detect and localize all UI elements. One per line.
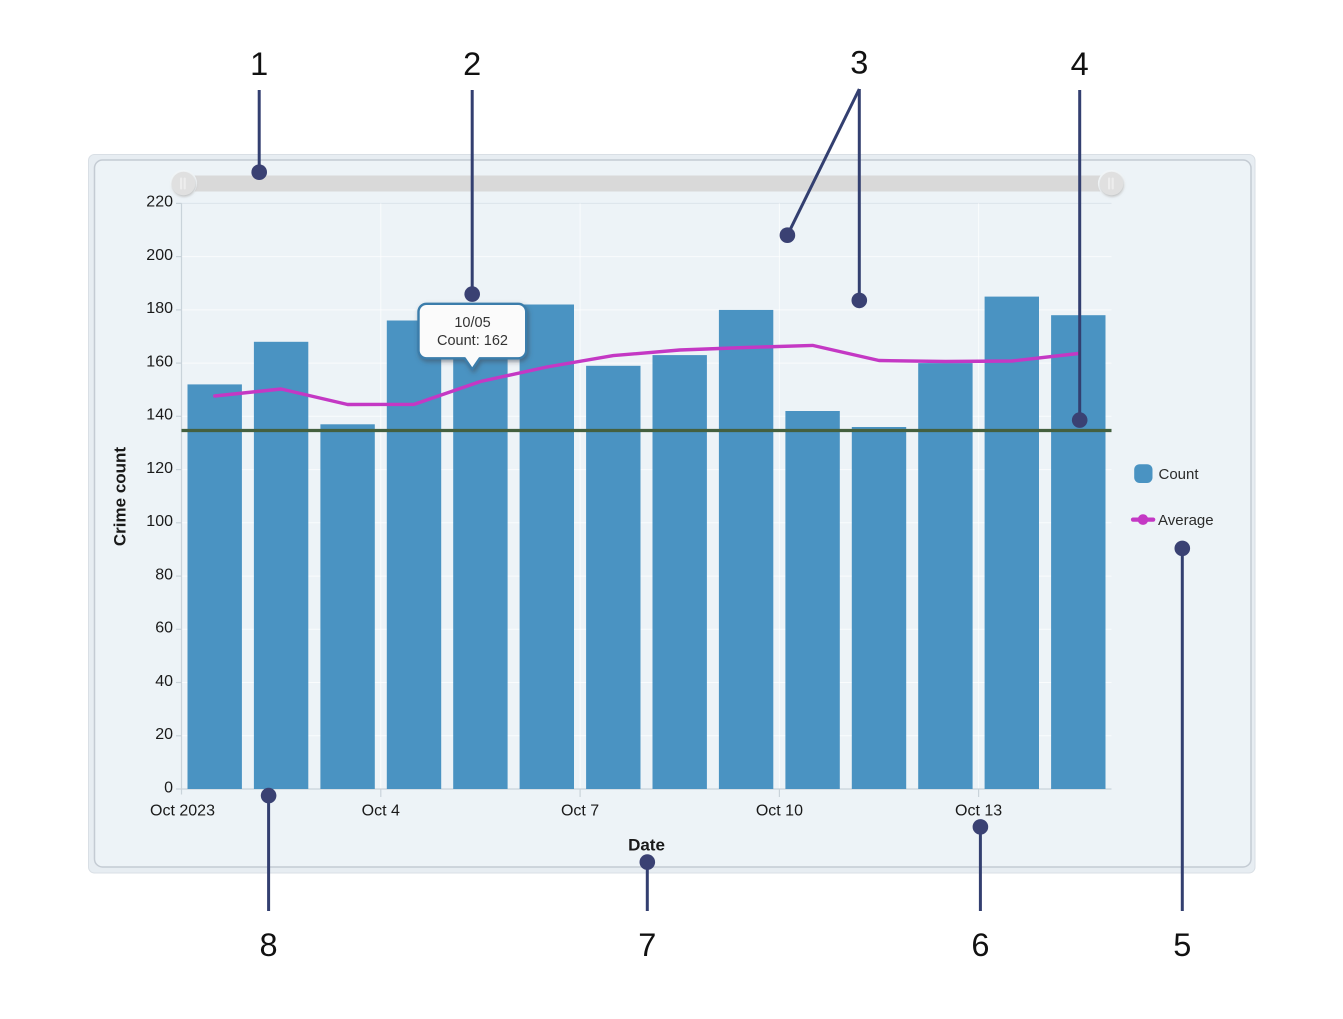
svg-text:Oct 4: Oct 4 (362, 803, 400, 820)
svg-text:Count: 162: Count: 162 (437, 333, 508, 349)
svg-text:6: 6 (971, 927, 989, 963)
svg-text:10/05: 10/05 (454, 315, 490, 331)
svg-text:60: 60 (155, 620, 173, 637)
svg-text:4: 4 (1071, 46, 1089, 82)
svg-text:40: 40 (155, 673, 173, 690)
svg-text:120: 120 (146, 460, 173, 477)
svg-text:180: 180 (146, 300, 173, 317)
svg-text:3: 3 (850, 45, 868, 81)
svg-text:Date: Date (628, 836, 665, 855)
svg-text:5: 5 (1173, 927, 1191, 963)
svg-text:140: 140 (146, 407, 173, 424)
svg-text:2: 2 (463, 46, 481, 82)
svg-text:200: 200 (146, 247, 173, 264)
svg-text:7: 7 (638, 927, 656, 963)
svg-text:80: 80 (155, 566, 173, 583)
svg-text:Oct 10: Oct 10 (756, 803, 803, 820)
svg-text:8: 8 (260, 927, 278, 963)
svg-text:0: 0 (164, 779, 173, 796)
svg-text:1: 1 (250, 46, 268, 82)
svg-text:160: 160 (146, 353, 173, 370)
svg-text:Oct 13: Oct 13 (955, 803, 1002, 820)
svg-text:220: 220 (146, 194, 173, 211)
svg-text:Average: Average (1158, 512, 1214, 529)
svg-text:Oct 7: Oct 7 (561, 803, 599, 820)
svg-text:100: 100 (146, 513, 173, 530)
svg-text:20: 20 (155, 726, 173, 743)
svg-text:Oct 2023: Oct 2023 (150, 803, 215, 820)
svg-text:Crime count: Crime count (111, 447, 130, 547)
svg-text:Count: Count (1159, 466, 1200, 483)
